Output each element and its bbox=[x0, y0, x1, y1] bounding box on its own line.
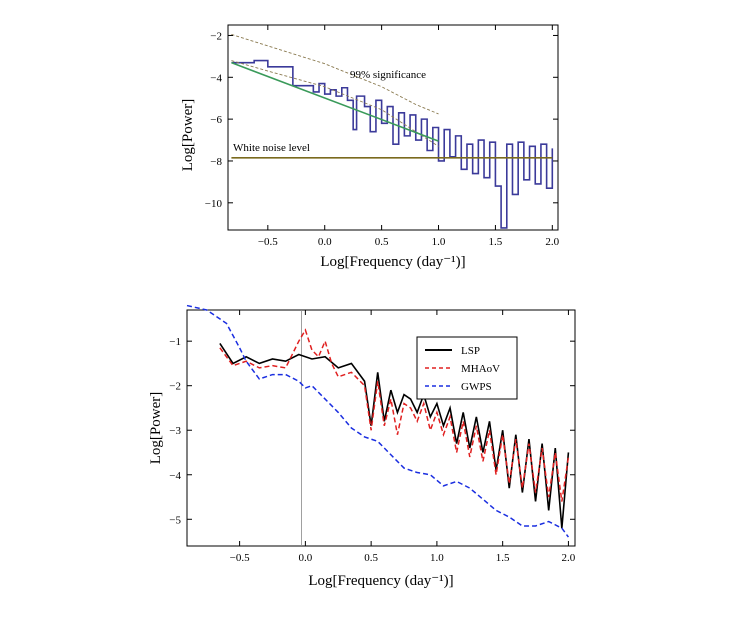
series-mhaov bbox=[219, 328, 570, 502]
y-tick-label: −4 bbox=[169, 470, 181, 482]
x-tick-label: 1.5 bbox=[496, 552, 510, 564]
x-tick-label: 2.0 bbox=[562, 552, 576, 564]
y-tick-label: −10 bbox=[205, 198, 223, 210]
annotation-significance: 99% significance bbox=[350, 69, 426, 81]
y-tick-label: −3 bbox=[169, 425, 181, 437]
chart-bottom: −0.5 0.0 0.5 1.0 1.5 2.0 −1 −2 −3 −4 −5 LSP MHAoV … bbox=[148, 304, 576, 589]
x-tick-label: 1.0 bbox=[430, 552, 444, 564]
legend-label-lsp: LSP bbox=[461, 345, 480, 357]
y-tick-label: −6 bbox=[210, 114, 222, 126]
y-tick-label: −1 bbox=[169, 336, 181, 348]
y-axis-label: Log[Power] bbox=[148, 392, 164, 464]
x-tick-label: −0.5 bbox=[258, 236, 278, 248]
y-tick-label: −8 bbox=[210, 156, 222, 168]
legend: LSP MHAoV GWPS bbox=[416, 336, 518, 400]
plot-frame bbox=[227, 24, 559, 231]
series-power-law-fit bbox=[231, 61, 439, 142]
chart-top: −0.5 0.0 0.5 1.0 1.5 2.0 −2 −4 −6 −8 −10 99% signi… bbox=[180, 24, 560, 270]
y-axis-label: Log[Power] bbox=[180, 99, 196, 171]
plot-frame bbox=[186, 309, 576, 547]
series-lsp bbox=[219, 342, 570, 529]
x-tick-label: −0.5 bbox=[230, 552, 250, 564]
x-axis-label: Log[Frequency (day⁻¹)] bbox=[320, 254, 465, 270]
x-tick-label: 0.5 bbox=[364, 552, 378, 564]
x-tick-label: 1.5 bbox=[489, 236, 503, 248]
legend-label-mhaov: MHAoV bbox=[461, 363, 500, 375]
series-gwps bbox=[186, 304, 570, 538]
x-tick-label: 0.5 bbox=[375, 236, 389, 248]
series-power-spectrum bbox=[231, 59, 554, 229]
x-tick-label: 2.0 bbox=[545, 236, 559, 248]
x-axis-label: Log[Frequency (day⁻¹)] bbox=[308, 573, 453, 589]
series-99-significance bbox=[231, 33, 439, 115]
x-tick-label: 0.0 bbox=[298, 552, 312, 564]
y-tick-label: −2 bbox=[169, 381, 181, 393]
y-tick-label: −4 bbox=[210, 72, 222, 84]
series-lower-confidence bbox=[231, 60, 439, 147]
y-tick-label: −2 bbox=[210, 30, 222, 42]
y-tick-label: −5 bbox=[169, 514, 181, 526]
x-tick-label: 1.0 bbox=[432, 236, 446, 248]
legend-label-gwps: GWPS bbox=[461, 381, 492, 393]
x-tick-label: 0.0 bbox=[318, 236, 332, 248]
annotation-white-noise: White noise level bbox=[233, 142, 310, 154]
